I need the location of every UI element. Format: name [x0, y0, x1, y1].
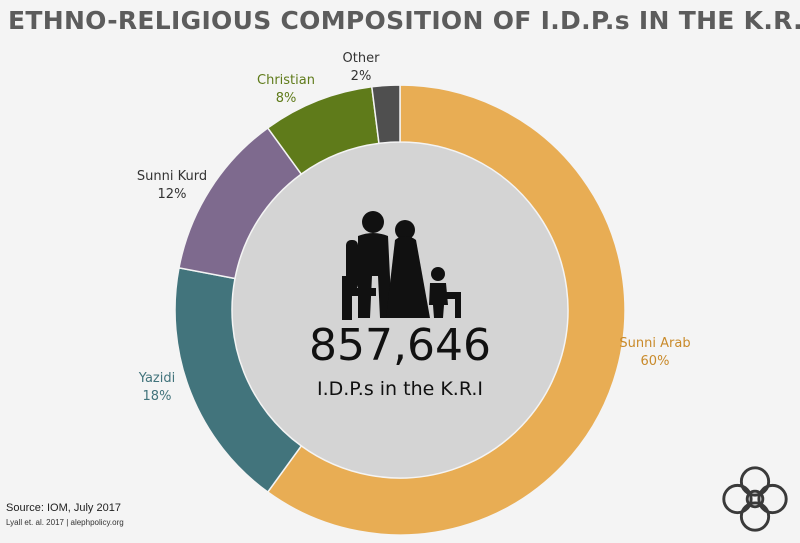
- slice-category: Yazidi: [138, 371, 176, 386]
- slice-percent: 8%: [275, 91, 297, 106]
- idp-total-caption: I.D.P.s in the K.R.I: [316, 378, 484, 400]
- slice-percent: 2%: [350, 69, 372, 84]
- chart-title: ETHNO-RELIGIOUS COMPOSITION OF I.D.P.s I…: [8, 6, 800, 35]
- slice-other: [370, 84, 401, 145]
- slice-category: Sunni Kurd: [136, 169, 208, 184]
- chart-title-text: ETHNO-RELIGIOUS COMPOSITION OF I.D.P.s I…: [8, 6, 800, 35]
- slice-percent: 12%: [157, 187, 187, 202]
- label-yazidi: Yazidi 18%: [139, 370, 175, 406]
- source-note: Source: IOM, July 2017: [6, 502, 121, 514]
- idp-total-number: 857,646: [309, 320, 491, 371]
- knot-logo: [722, 466, 788, 532]
- slice-percent: 60%: [640, 354, 670, 369]
- slice-category: Christian: [257, 73, 315, 88]
- slice-percent: 18%: [142, 389, 172, 404]
- slice-category: Other: [342, 51, 380, 66]
- credit-note: Lyall et. al. 2017 | alephpolicy.org: [6, 518, 124, 527]
- label-other: Other 2%: [343, 50, 380, 86]
- family-icon: [342, 211, 461, 320]
- label-sunni-kurd: Sunni Kurd 12%: [137, 168, 207, 204]
- donut-slices: [174, 84, 626, 536]
- label-sunni-arab: Sunni Arab 60%: [619, 335, 690, 371]
- label-christian: Christian 8%: [257, 72, 315, 108]
- slice-sunni-arab: [266, 84, 626, 536]
- slice-category: Sunni Arab: [619, 336, 691, 351]
